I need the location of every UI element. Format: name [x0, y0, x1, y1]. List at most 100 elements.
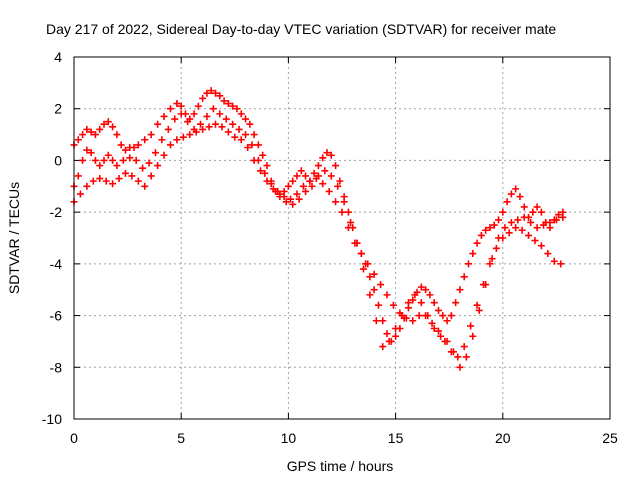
data-point — [91, 156, 99, 164]
data-point — [194, 102, 202, 110]
y-axis-label: SDTVAR / TECUs — [6, 182, 22, 294]
data-point — [557, 260, 565, 268]
data-point — [499, 208, 507, 216]
data-point — [276, 193, 284, 201]
data-point — [83, 125, 91, 133]
data-point — [192, 128, 200, 136]
data-point — [269, 185, 277, 193]
data-point — [359, 265, 367, 273]
data-point — [237, 110, 245, 118]
data-point — [96, 175, 104, 183]
data-point — [325, 187, 333, 195]
data-point — [113, 162, 121, 170]
data-point — [259, 151, 267, 159]
data-point — [190, 110, 198, 118]
data-point — [469, 332, 477, 340]
data-point — [512, 185, 520, 193]
data-point — [128, 172, 136, 180]
data-point — [552, 216, 560, 224]
data-point — [109, 123, 117, 131]
x-tick-label: 5 — [177, 430, 185, 446]
data-point — [306, 177, 314, 185]
data-point — [430, 299, 438, 307]
data-point — [507, 190, 515, 198]
data-point — [411, 291, 419, 299]
data-point — [102, 177, 110, 185]
data-point — [452, 299, 460, 307]
series-3-points — [70, 120, 567, 371]
data-point — [166, 141, 174, 149]
data-point — [263, 162, 271, 170]
data-point — [289, 177, 297, 185]
data-point — [377, 281, 385, 289]
data-point — [121, 146, 129, 154]
y-tick-label: -4 — [50, 256, 63, 272]
data-point — [544, 250, 552, 258]
data-point — [456, 286, 464, 294]
data-point — [154, 162, 162, 170]
data-point — [186, 131, 194, 139]
data-point — [104, 118, 112, 126]
data-point — [469, 250, 477, 258]
data-point — [250, 156, 258, 164]
data-point — [482, 281, 490, 289]
data-point — [173, 136, 181, 144]
data-point — [314, 172, 322, 180]
data-point — [464, 260, 472, 268]
data-point — [224, 128, 232, 136]
data-point — [134, 141, 142, 149]
data-point — [231, 133, 239, 141]
data-point — [216, 92, 224, 100]
data-point — [383, 291, 391, 299]
data-point — [559, 213, 567, 221]
data-point — [160, 151, 168, 159]
data-point — [495, 234, 503, 242]
data-point — [284, 182, 292, 190]
data-point — [392, 332, 400, 340]
data-point — [370, 270, 378, 278]
data-point — [490, 221, 498, 229]
data-point — [527, 218, 535, 226]
data-point — [550, 257, 558, 265]
data-point — [287, 195, 295, 203]
data-point — [109, 156, 117, 164]
data-point — [261, 169, 269, 177]
data-point — [87, 149, 95, 157]
x-tick-label: 10 — [281, 430, 297, 446]
data-point — [91, 131, 99, 139]
data-point — [177, 110, 185, 118]
data-point — [347, 218, 355, 226]
data-point — [83, 146, 91, 154]
data-point — [233, 105, 241, 113]
data-point — [505, 229, 513, 237]
data-point — [130, 144, 138, 151]
data-point — [121, 169, 129, 177]
data-point — [132, 156, 140, 164]
data-point — [364, 260, 372, 268]
series-2-points — [70, 105, 565, 361]
data-point — [409, 296, 417, 304]
y-tick-label: -10 — [42, 411, 62, 427]
data-point — [370, 286, 378, 294]
data-point — [250, 131, 258, 139]
data-point — [488, 255, 496, 263]
data-point — [158, 136, 166, 144]
data-point — [166, 105, 174, 113]
data-point — [447, 312, 455, 320]
data-point — [439, 312, 447, 320]
data-point — [96, 162, 104, 170]
data-point — [184, 118, 192, 126]
data-points — [70, 87, 567, 371]
data-point — [473, 301, 481, 309]
data-point — [134, 177, 142, 185]
data-point — [160, 112, 168, 120]
data-point — [222, 115, 230, 123]
data-point — [203, 89, 211, 97]
x-axis-label: GPS time / hours — [287, 458, 394, 474]
data-point — [302, 187, 310, 195]
data-point — [295, 195, 303, 203]
data-point — [242, 131, 250, 139]
data-point — [263, 177, 271, 185]
data-point — [520, 213, 528, 221]
